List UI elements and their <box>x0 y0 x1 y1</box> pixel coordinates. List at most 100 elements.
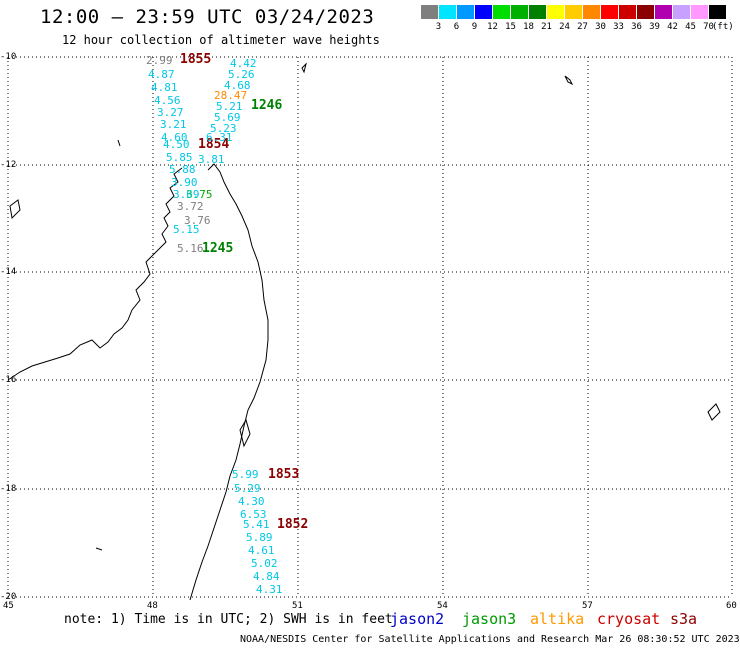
wave-height-label: 3.21 <box>160 118 187 131</box>
scale-label: 3 <box>435 22 442 32</box>
map-title: 12:00 – 23:59 UTC 03/24/2023 <box>40 6 375 28</box>
scale-label: 21 <box>541 22 552 32</box>
africa-coast <box>7 167 183 381</box>
scale-swatch <box>655 5 672 19</box>
madagascar-coast <box>189 163 269 601</box>
scale-swatch <box>637 5 654 19</box>
lon-label: 57 <box>582 601 593 611</box>
scale-label: 33 <box>613 22 624 32</box>
lat-label: -10 <box>0 52 17 62</box>
scale-unit: (ft) <box>712 22 734 32</box>
scale-label: 70 <box>703 22 714 32</box>
lon-label: 45 <box>3 601 14 611</box>
lon-label: 51 <box>292 601 303 611</box>
pass-time-label: 1852 <box>277 517 309 532</box>
wave-height-label: 6.53 <box>240 508 267 521</box>
scale-swatch <box>619 5 636 19</box>
wave-height-label: 4.84 <box>253 570 280 583</box>
scale-swatch <box>691 5 708 19</box>
wave-height-label: 5.26 <box>228 68 255 81</box>
scale-label: 24 <box>559 22 570 32</box>
scale-label: 27 <box>577 22 588 32</box>
wave-height-label: 4.31 <box>256 583 283 596</box>
lat-label: -18 <box>0 484 17 494</box>
wave-height-label: 5.41 <box>243 518 270 531</box>
scale-label: 15 <box>505 22 516 32</box>
pass-time-label: 1853 <box>268 467 300 482</box>
wave-height-label: 6.31 <box>206 131 233 144</box>
wave-height-label: 5.29 <box>234 482 261 495</box>
pass-time-label: 1854 <box>198 137 230 152</box>
wave-height-label: 5.88 <box>169 163 196 176</box>
scale-swatch <box>421 5 438 19</box>
pass-time-label: 1246 <box>251 98 283 113</box>
wave-height-label: 3.72 <box>177 200 204 213</box>
graticule <box>7 56 733 598</box>
lat-label: -14 <box>0 267 17 277</box>
scale-label: 12 <box>487 22 498 32</box>
wave-height-label: 5.69 <box>214 111 241 124</box>
wave-height-label: 3.90 <box>171 176 198 189</box>
lon-label: 48 <box>147 601 158 611</box>
wave-height-label: 4.56 <box>154 94 181 107</box>
scale-swatch <box>565 5 582 19</box>
coastline <box>7 62 721 601</box>
wave-height-label: 5.15 <box>173 223 200 236</box>
wave-height-label: 5.16 <box>177 242 204 255</box>
wave-height-label: 3.76 <box>184 214 211 227</box>
wave-height-label: 2.99 <box>146 54 173 67</box>
scale-swatch <box>475 5 492 19</box>
scale-label: 18 <box>523 22 534 32</box>
wave-height-label: 4.81 <box>151 81 178 94</box>
scale-swatch <box>457 5 474 19</box>
wave-height-label: 5.23 <box>210 122 237 135</box>
wave-height-label: 3.75 <box>186 188 213 201</box>
scale-label: 30 <box>595 22 606 32</box>
pass-time-label: 1855 <box>180 52 212 67</box>
map-subtitle: 12 hour collection of altimeter wave hei… <box>62 33 380 47</box>
scale-swatch <box>709 5 726 19</box>
scale-swatch <box>529 5 546 19</box>
scale-swatch <box>493 5 510 19</box>
scale-label: 45 <box>685 22 696 32</box>
wave-height-label: 4.87 <box>148 68 175 81</box>
satellite-s3a: s3a <box>670 610 698 628</box>
scale-swatch <box>583 5 600 19</box>
scale-label: 39 <box>649 22 660 32</box>
satellite-jason3: jason3 <box>462 610 517 628</box>
wave-height-label: 4.42 <box>230 57 257 70</box>
wave-height-label: 5.02 <box>251 557 278 570</box>
wave-height-label: 3.81 <box>198 153 225 166</box>
wave-height-label: 5.89 <box>246 531 273 544</box>
scale-swatch <box>547 5 564 19</box>
wave-height-label: 4.30 <box>238 495 265 508</box>
wave-height-label: 3.69 <box>173 188 200 201</box>
scale-label: 42 <box>667 22 678 32</box>
wave-height-label: 5.85 <box>166 151 193 164</box>
lat-label: -20 <box>0 592 17 602</box>
scale-label: 6 <box>453 22 460 32</box>
wave-height-label: 3.27 <box>157 106 184 119</box>
pass-time-label: 1245 <box>202 241 234 256</box>
footer-credit: NOAA/NESDIS Center for Satellite Applica… <box>240 634 740 645</box>
scale-swatch <box>601 5 618 19</box>
wave-height-label: 4.60 <box>161 131 188 144</box>
wave-height-label: 28.47 <box>214 89 248 102</box>
wave-height-label: 5.99 <box>232 468 259 481</box>
lat-label: -12 <box>0 160 17 170</box>
satellite-jason2: jason2 <box>390 610 445 628</box>
scale-swatch <box>439 5 456 19</box>
wave-height-label: 4.61 <box>248 544 275 557</box>
wave-height-label: 4.50 <box>163 138 190 151</box>
scale-label: 9 <box>471 22 478 32</box>
satellite-altika: altika <box>530 610 585 628</box>
lat-label: -16 <box>0 375 17 385</box>
footer-note: note: 1) Time is in UTC; 2) SWH is in fe… <box>64 612 393 627</box>
scale-label: 36 <box>631 22 642 32</box>
lon-label: 54 <box>437 601 448 611</box>
lon-label: 60 <box>726 601 737 611</box>
wave-height-label: 4.68 <box>224 79 251 92</box>
scale-swatch <box>673 5 690 19</box>
satellite-cryosat: cryosat <box>597 610 661 628</box>
